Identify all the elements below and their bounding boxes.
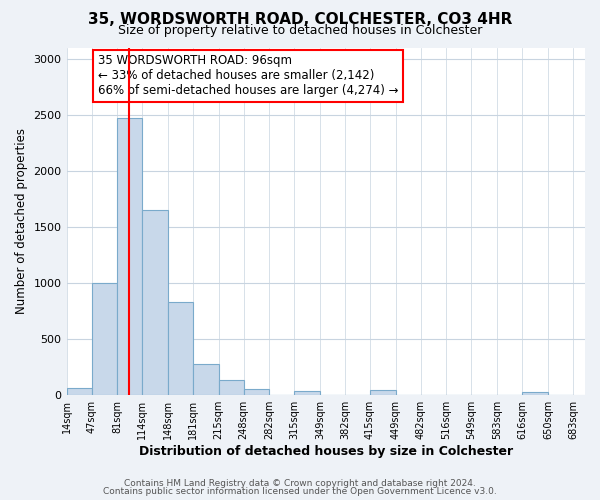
Text: Contains public sector information licensed under the Open Government Licence v3: Contains public sector information licen… — [103, 487, 497, 496]
Bar — [218, 380, 244, 394]
Bar — [244, 388, 269, 394]
Bar — [67, 388, 92, 394]
Bar — [142, 210, 168, 394]
Bar — [370, 390, 396, 394]
Bar — [168, 302, 193, 394]
Bar — [193, 364, 218, 394]
X-axis label: Distribution of detached houses by size in Colchester: Distribution of detached houses by size … — [139, 444, 513, 458]
Y-axis label: Number of detached properties: Number of detached properties — [15, 128, 28, 314]
Bar — [295, 391, 320, 394]
Bar — [117, 118, 142, 394]
Text: 35, WORDSWORTH ROAD, COLCHESTER, CO3 4HR: 35, WORDSWORTH ROAD, COLCHESTER, CO3 4HR — [88, 12, 512, 28]
Text: Size of property relative to detached houses in Colchester: Size of property relative to detached ho… — [118, 24, 482, 37]
Bar — [92, 282, 117, 395]
Text: Contains HM Land Registry data © Crown copyright and database right 2024.: Contains HM Land Registry data © Crown c… — [124, 478, 476, 488]
Bar — [522, 392, 548, 394]
Text: 35 WORDSWORTH ROAD: 96sqm
← 33% of detached houses are smaller (2,142)
66% of se: 35 WORDSWORTH ROAD: 96sqm ← 33% of detac… — [98, 54, 398, 98]
